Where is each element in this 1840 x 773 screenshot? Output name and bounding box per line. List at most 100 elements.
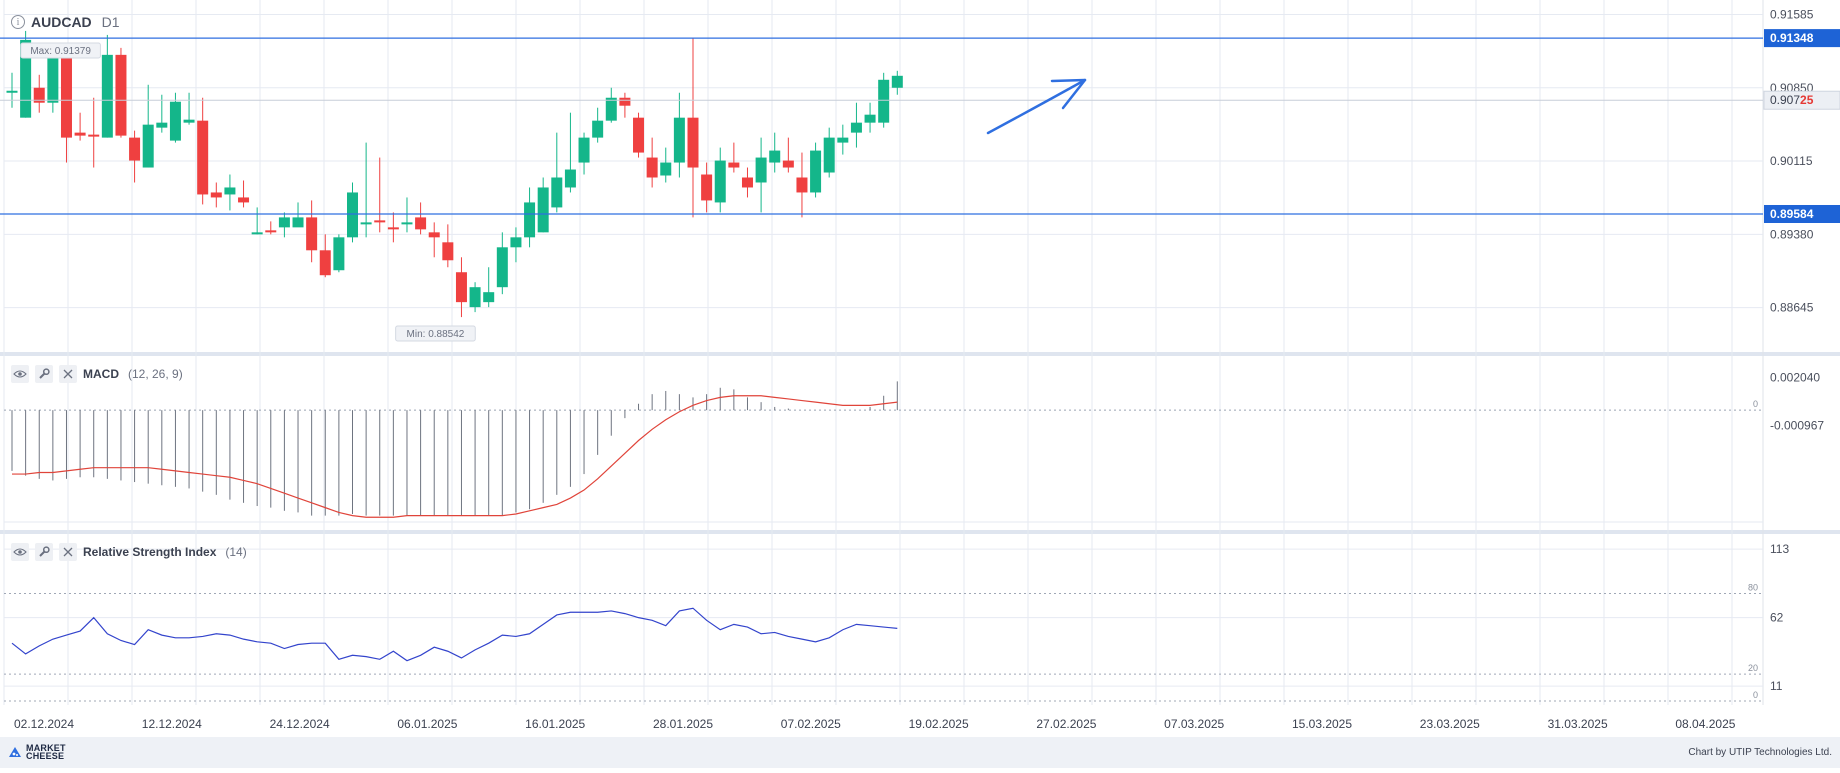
candle-body (319, 250, 331, 276)
price-tick-label: 0.91585 (1770, 7, 1814, 21)
candle-body (469, 287, 481, 308)
candle-body (20, 39, 32, 118)
chart-header: i AUDCAD D1 (11, 14, 120, 30)
eye-icon[interactable] (11, 543, 29, 561)
rsi-params: (14) (225, 545, 247, 559)
candle-body (156, 122, 168, 128)
candle-body (796, 177, 808, 193)
candle-body (60, 57, 72, 138)
candle-body (605, 97, 617, 121)
candle-body (197, 120, 209, 195)
forecast-arrow-shaft (986, 78, 1087, 135)
candle-body (278, 217, 290, 228)
rsi-level-label: 0 (1753, 690, 1758, 700)
date-tick-label: 07.02.2025 (781, 717, 841, 731)
candle-body (823, 137, 835, 173)
candle-body (455, 272, 467, 303)
candle-body (74, 132, 86, 136)
rsi-tick-label: 11 (1770, 679, 1783, 693)
date-tick-label: 23.03.2025 (1420, 717, 1480, 731)
candle-body (537, 187, 549, 233)
price-tick-label: 0.89380 (1770, 227, 1814, 241)
candle-body (741, 177, 753, 188)
level-price-tag (1764, 204, 1840, 223)
brand-logo[interactable]: MARKET CHEESE (8, 744, 66, 761)
rsi-level-label: 20 (1748, 663, 1758, 673)
wrench-icon[interactable] (35, 365, 53, 383)
macd-zero-label: 0 (1753, 399, 1758, 409)
candle-body (47, 57, 59, 103)
candle-body (755, 157, 767, 183)
logo-line-2: CHEESE (26, 751, 65, 761)
candle-body (687, 117, 699, 168)
level-price-label: 0.91348 (1770, 31, 1814, 45)
date-tick-label: 06.01.2025 (397, 717, 457, 731)
candle-body (483, 292, 495, 303)
candle-body (292, 217, 304, 228)
rsi-header: Relative Strength Index (14) (11, 543, 247, 561)
candle-body (183, 119, 195, 123)
candle-body (347, 192, 358, 238)
credit-text: Chart by UTIP Technologies Ltd. (1688, 747, 1832, 758)
candle-body (728, 162, 740, 168)
date-tick-label: 19.02.2025 (909, 717, 969, 731)
macd-name: MACD (83, 367, 119, 381)
candle-body (660, 162, 672, 176)
candle-body (551, 177, 563, 208)
candle-body (333, 237, 345, 271)
candle-body (701, 174, 713, 201)
candle-body (673, 117, 685, 163)
candle-body (810, 150, 822, 193)
candle-body (592, 120, 604, 138)
footer-bar: MARKET CHEESE Chart by UTIP Technologies… (0, 737, 1840, 768)
macd-histogram (11, 381, 898, 516)
candle-body (891, 75, 903, 88)
close-icon[interactable] (59, 543, 77, 561)
candle-body (374, 220, 386, 223)
candle-body (224, 187, 236, 195)
candle-body (714, 160, 726, 203)
pane-separator (0, 352, 1840, 356)
candle-body (142, 124, 154, 168)
candle-body (115, 54, 127, 136)
date-tick-label: 12.12.2024 (142, 717, 202, 731)
candle-body (646, 157, 658, 178)
max-label: Max: 0.91379 (30, 46, 91, 57)
date-tick-label: 15.03.2025 (1292, 717, 1352, 731)
macd-tick-label: -0.000967 (1770, 419, 1824, 433)
eye-icon[interactable] (11, 365, 29, 383)
candle-body (101, 54, 113, 138)
macd-params: (12, 26, 9) (128, 367, 183, 381)
rsi-level-label: 80 (1748, 582, 1758, 592)
level-price-label: 0.89584 (1770, 207, 1814, 221)
candle-body (510, 237, 522, 248)
current-price-label: 0.90725 (1770, 93, 1814, 107)
date-tick-label: 16.01.2025 (525, 717, 585, 731)
candle-body (564, 169, 576, 188)
date-tick-label: 27.02.2025 (1036, 717, 1096, 731)
candle-body (129, 137, 141, 161)
close-icon[interactable] (59, 365, 77, 383)
wrench-icon[interactable] (35, 543, 53, 561)
candle-body (251, 232, 263, 235)
candle-body (769, 150, 781, 163)
candles (6, 30, 903, 318)
timeframe-label[interactable]: D1 (101, 14, 120, 30)
date-tick-label: 02.12.2024 (14, 717, 74, 731)
macd-tick-label: 0.002040 (1770, 371, 1820, 385)
candle-body (6, 90, 18, 93)
current-price-tag (1763, 90, 1840, 110)
candle-body (850, 122, 862, 133)
date-tick-label: 28.01.2025 (653, 717, 713, 731)
candle-body (387, 227, 399, 230)
info-icon[interactable]: i (11, 15, 25, 29)
candle-body (619, 97, 631, 106)
date-tick-label: 07.03.2025 (1164, 717, 1224, 731)
candle-body (428, 232, 440, 238)
candle-body (238, 197, 250, 203)
candle-body (33, 87, 45, 103)
vertical-grid (3, 0, 1733, 705)
candle-body (360, 222, 372, 225)
